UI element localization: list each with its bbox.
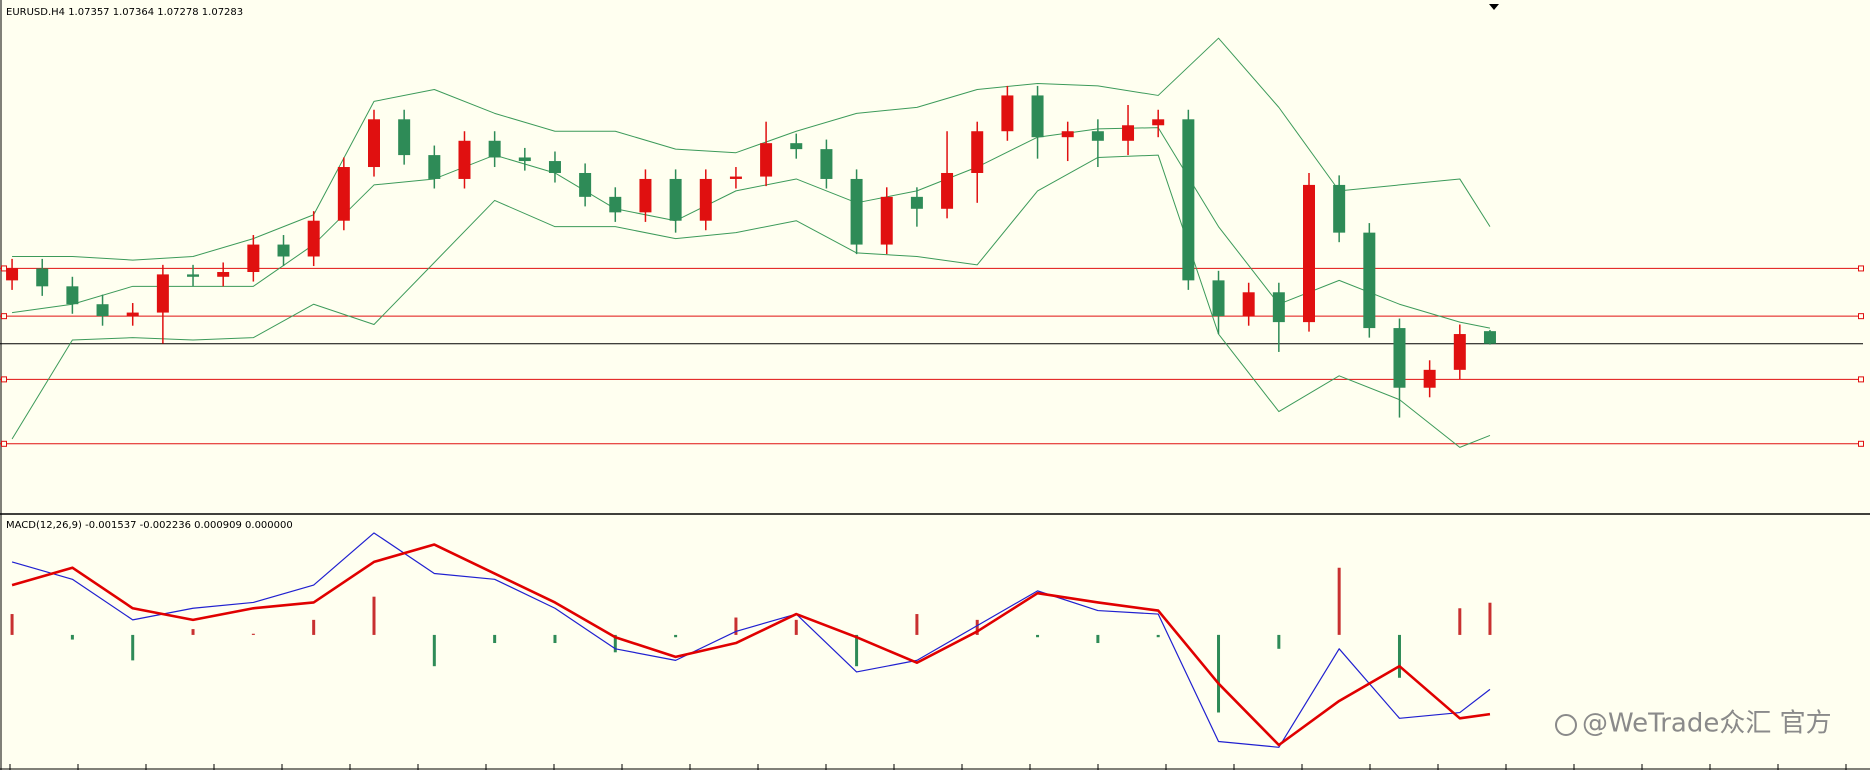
candle-body xyxy=(579,172,592,197)
candle-body xyxy=(247,244,260,273)
candle-body xyxy=(699,178,712,221)
candle-body xyxy=(1031,95,1044,138)
candle-body xyxy=(6,268,19,281)
candle-body xyxy=(66,286,79,305)
candle-body xyxy=(639,178,652,213)
candle-body xyxy=(1152,119,1165,126)
candle-body xyxy=(850,178,863,245)
candle-body xyxy=(609,196,622,213)
candle-body xyxy=(1363,232,1376,329)
candle-body xyxy=(941,172,954,209)
candle-body xyxy=(1091,131,1104,141)
candle-body xyxy=(1242,292,1255,317)
level-handle xyxy=(1858,265,1864,272)
signal-line xyxy=(11,543,1491,747)
candle-body xyxy=(96,304,109,317)
candle-body xyxy=(880,196,893,245)
level-handle xyxy=(1,313,7,320)
candle-body xyxy=(277,244,290,257)
level-handle xyxy=(1858,440,1864,447)
candle-body xyxy=(398,119,411,156)
candle-body xyxy=(1212,280,1225,317)
candle-body xyxy=(217,272,230,277)
macd-title: MACD(12,26,9) -0.001537 -0.002236 0.0009… xyxy=(6,520,293,531)
level-handle xyxy=(1858,313,1864,320)
candle-body xyxy=(548,161,561,173)
level-handle xyxy=(1,376,7,383)
plot-layer xyxy=(0,37,1864,770)
main-title: EURUSD.H4 1.07357 1.07364 1.07278 1.0728… xyxy=(6,7,243,18)
candle-body xyxy=(1182,119,1195,281)
candle-body xyxy=(368,119,380,168)
candle-body xyxy=(337,167,350,221)
macd-line xyxy=(11,532,1491,748)
candle-body xyxy=(1393,328,1406,388)
candle-body xyxy=(1303,184,1315,323)
candle-body xyxy=(790,143,803,150)
candle-body xyxy=(971,131,984,173)
candle-body xyxy=(156,274,169,313)
shift-marker xyxy=(1489,4,1499,10)
candle-body xyxy=(1423,369,1436,388)
candle-body xyxy=(458,140,471,179)
candle-body xyxy=(729,176,742,179)
candle-body xyxy=(187,274,200,277)
candle-body xyxy=(36,268,49,287)
watermark: @WeTrade众汇 官方 xyxy=(1582,709,1832,739)
candle-body xyxy=(307,220,320,257)
candle-body xyxy=(1122,125,1135,141)
candle-body xyxy=(488,140,501,158)
candle-body xyxy=(518,157,531,162)
watermark-logo xyxy=(1555,714,1577,736)
candle-body xyxy=(1061,131,1074,138)
candle-body xyxy=(1333,184,1346,233)
candle-body xyxy=(669,178,682,221)
candle-body xyxy=(1453,334,1466,370)
candle-body xyxy=(1272,292,1285,323)
level-handle xyxy=(1858,376,1864,383)
candle-body xyxy=(1483,331,1496,344)
candle-body xyxy=(1001,95,1014,132)
candle-body xyxy=(428,155,441,179)
candle-body xyxy=(910,196,923,209)
candle-body xyxy=(820,149,833,179)
candle-body xyxy=(760,143,773,177)
candle-body xyxy=(126,312,139,317)
level-handle xyxy=(1,265,7,272)
level-handle xyxy=(1,440,7,447)
bollinger-lower xyxy=(11,154,1491,448)
